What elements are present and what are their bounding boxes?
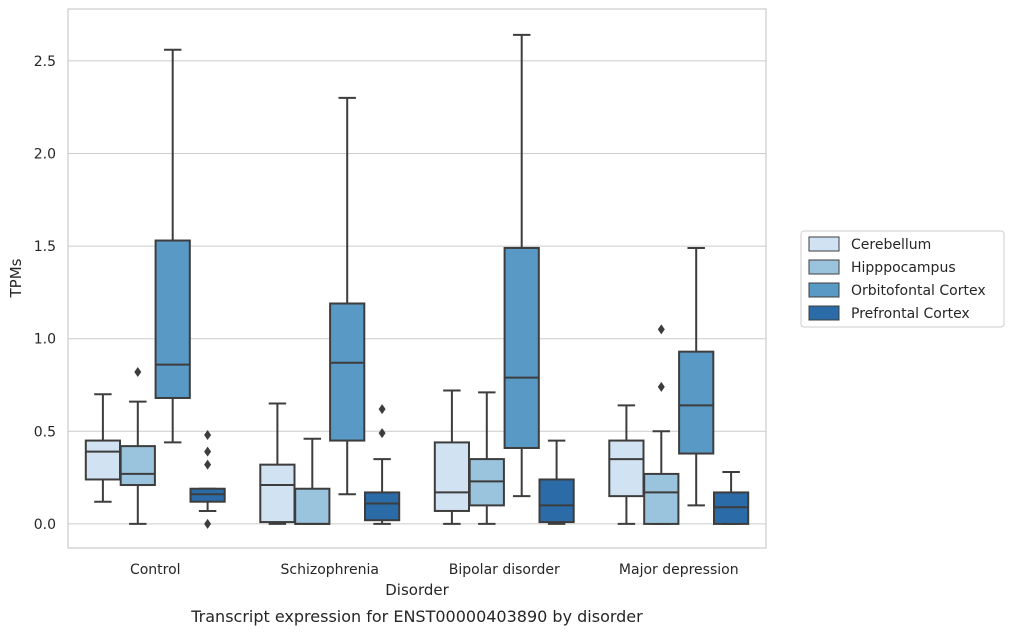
y-tick-labels: 0.0 0.5 1.0 1.5 2.0 2.5 bbox=[34, 54, 56, 533]
y-tick-label: 1.0 bbox=[34, 332, 56, 348]
outlier-point bbox=[657, 381, 665, 392]
iqr-box bbox=[329, 302, 366, 442]
iqr-box bbox=[363, 491, 401, 522]
box-hipppocampus bbox=[294, 437, 331, 525]
iqr-box bbox=[84, 439, 122, 481]
legend-label: Cerebellum bbox=[851, 237, 931, 253]
legend-item: Prefrontal Cortex bbox=[808, 305, 970, 322]
x-tick-label: Bipolar disorder bbox=[449, 562, 560, 578]
legend-item: Hipppocampus bbox=[808, 259, 956, 276]
outlier-point bbox=[378, 404, 386, 415]
box-cerebellum bbox=[608, 404, 645, 525]
iqr-box bbox=[433, 441, 471, 512]
box-prefrontal-cortex bbox=[189, 430, 226, 529]
x-tick-label: Major depression bbox=[619, 562, 739, 578]
legend: Cerebellum Hipppocampus Orbitofontal Corte… bbox=[800, 230, 1005, 328]
x-tick-label: Schizophrenia bbox=[281, 562, 379, 578]
iqr-box bbox=[538, 478, 575, 524]
box-cerebellum bbox=[84, 393, 122, 503]
y-tick-label: 2.5 bbox=[34, 54, 56, 70]
outlier-point bbox=[378, 428, 386, 439]
boxes bbox=[84, 33, 750, 529]
y-tick-label: 0.0 bbox=[34, 517, 56, 533]
box-hipppocampus bbox=[643, 324, 680, 525]
box-orbitofontal-cortex bbox=[329, 96, 366, 496]
box-prefrontal-cortex bbox=[712, 471, 750, 525]
outlier-point bbox=[204, 430, 212, 441]
category-group bbox=[433, 33, 575, 525]
x-axis-title: Disorder bbox=[385, 581, 449, 599]
plot-area-frame bbox=[67, 8, 767, 549]
box-orbitofontal-cortex bbox=[154, 48, 191, 444]
legend-swatch bbox=[808, 282, 840, 298]
outlier-point bbox=[204, 446, 212, 457]
box-prefrontal-cortex bbox=[538, 439, 575, 525]
chart-caption: Transcript expression for ENST0000040389… bbox=[190, 607, 643, 626]
legend-label: Prefrontal Cortex bbox=[851, 306, 970, 322]
iqr-box bbox=[119, 445, 156, 487]
legend-swatch bbox=[808, 236, 840, 252]
box-orbitofontal-cortex bbox=[503, 33, 540, 498]
legend-swatch bbox=[808, 305, 840, 321]
y-tick-label: 0.5 bbox=[34, 424, 56, 440]
iqr-box bbox=[608, 439, 645, 498]
category-group bbox=[608, 246, 750, 525]
x-tick-labels: Control Schizophrenia Bipolar disorder Majo… bbox=[130, 562, 739, 578]
box-hipppocampus bbox=[119, 367, 156, 525]
legend-frame bbox=[800, 230, 1005, 328]
legend-label: Orbitofontal Cortex bbox=[851, 283, 986, 299]
outlier-point bbox=[204, 459, 212, 470]
box-hipppocampus bbox=[468, 391, 505, 525]
iqr-box bbox=[259, 463, 296, 524]
y-axis-title: TPMs bbox=[7, 258, 25, 298]
box-orbitofontal-cortex bbox=[678, 246, 715, 507]
iqr-box bbox=[678, 350, 715, 455]
legend-swatch bbox=[808, 259, 840, 275]
legend-label: Hipppocampus bbox=[851, 260, 956, 276]
y-tick-label: 2.0 bbox=[34, 146, 56, 162]
iqr-box bbox=[154, 239, 191, 399]
box-cerebellum bbox=[433, 389, 471, 525]
legend-item: Cerebellum bbox=[808, 236, 931, 253]
iqr-box bbox=[643, 472, 680, 525]
outlier-point bbox=[204, 518, 212, 529]
iqr-box bbox=[294, 487, 331, 525]
y-tick-label: 1.5 bbox=[34, 239, 56, 255]
iqr-box bbox=[503, 246, 540, 449]
legend-item: Orbitofontal Cortex bbox=[808, 282, 986, 299]
category-group bbox=[259, 96, 401, 525]
box-cerebellum bbox=[259, 402, 296, 525]
box-prefrontal-cortex bbox=[363, 404, 401, 525]
x-tick-label: Control bbox=[130, 562, 181, 578]
outlier-point bbox=[134, 367, 142, 378]
outlier-point bbox=[657, 324, 665, 335]
category-group bbox=[84, 48, 226, 529]
